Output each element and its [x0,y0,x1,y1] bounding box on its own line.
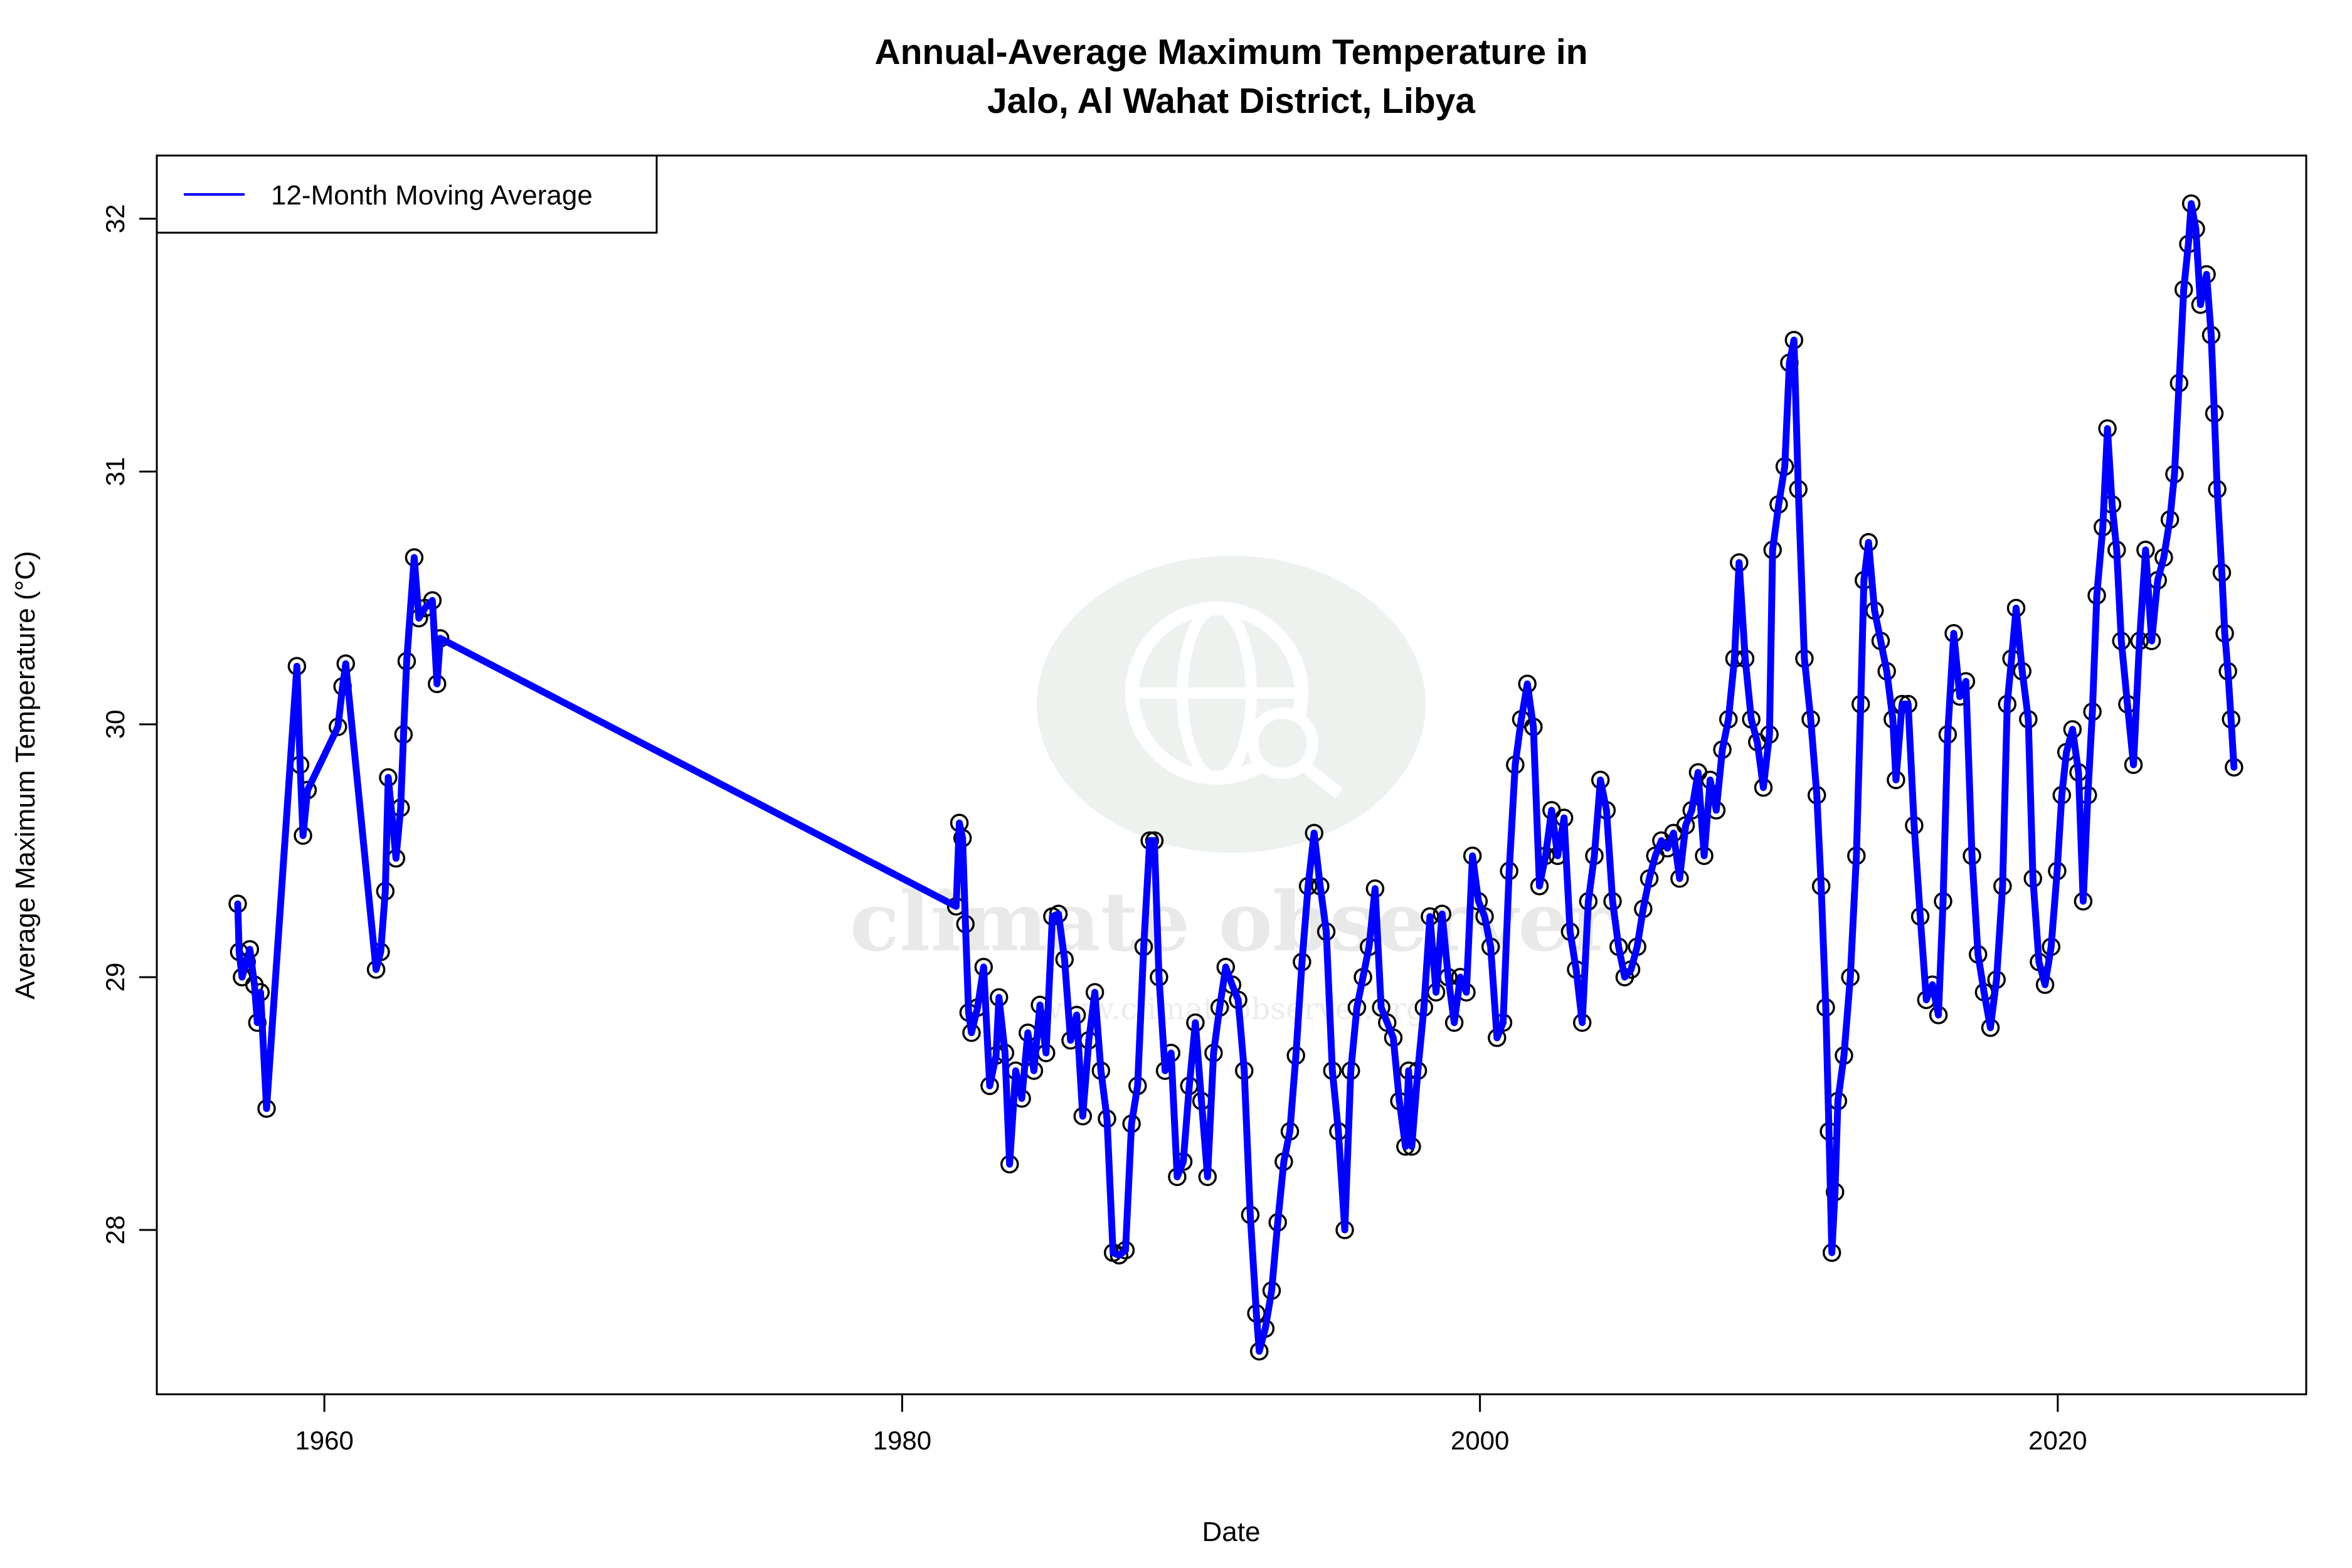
x-tick-label: 1960 [295,1426,353,1455]
legend-entry: 12-Month Moving Average [271,180,593,211]
y-tick-label: 28 [100,1216,130,1245]
y-tick-label: 30 [100,710,130,739]
y-tick-label: 31 [100,457,130,486]
chart-title-line2: Jalo, Al Wahat District, Libya [987,81,1476,121]
y-tick-label: 29 [100,963,130,992]
x-axis: 1960 1980 2000 2020 [295,1393,2087,1455]
watermark-magnifier-handle [1300,761,1343,798]
x-tick-label: 2000 [1451,1426,1509,1455]
series-line [234,200,2238,1355]
plot-area [228,194,2243,1361]
watermark-globe-icon [1037,556,1426,853]
x-axis-label: Date [1202,1517,1261,1547]
y-tick-label: 32 [100,204,130,233]
legend: 12-Month Moving Average [156,154,658,234]
x-tick-label: 2020 [2028,1426,2087,1455]
y-axis: 28 29 30 31 32 [100,204,158,1245]
y-axis-label: Average Maximum Temperature (°C) [10,551,41,999]
x-tick-label: 1980 [873,1426,931,1455]
watermark-magnifier-icon [1247,707,1318,779]
chart-title-line1: Annual-Average Maximum Temperature in [874,32,1587,72]
